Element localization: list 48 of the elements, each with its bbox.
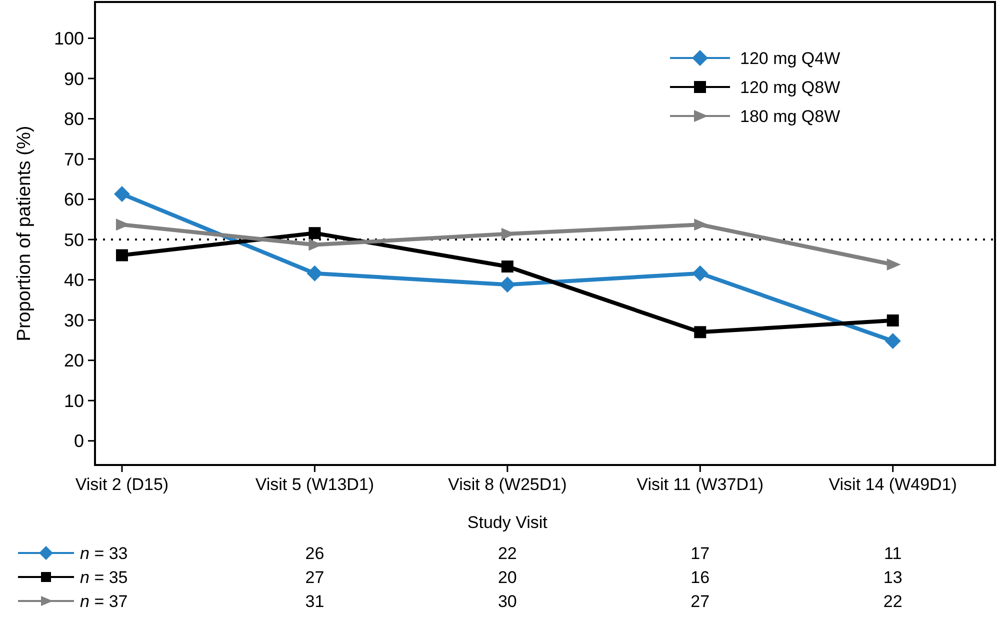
point	[692, 265, 708, 282]
text: 27	[690, 592, 710, 611]
text: n = 33	[80, 544, 128, 563]
x-tick-label: Visit 2 (D15)	[75, 475, 169, 494]
text: 11	[884, 544, 902, 563]
y-tick-label: 40	[64, 270, 84, 290]
point	[499, 276, 516, 293]
point	[308, 227, 321, 240]
text: n = 37	[80, 592, 128, 611]
text: 31	[305, 592, 324, 611]
point	[884, 332, 901, 349]
x-axis-title: Study Visit	[467, 513, 548, 532]
y-tick-label: 60	[64, 190, 84, 210]
text: 22	[498, 544, 517, 563]
legend-label: 120 mg Q8W	[740, 78, 840, 97]
text: 16	[690, 568, 710, 587]
point	[501, 260, 514, 273]
point	[694, 218, 708, 231]
text: 20	[498, 568, 517, 587]
text: n = 35	[80, 568, 128, 587]
point	[886, 314, 899, 326]
y-tick-label: 50	[64, 230, 84, 250]
y-tick-label: 10	[64, 390, 84, 411]
x-tick-label: Visit 14 (W49D1)	[828, 475, 957, 494]
text: 27	[305, 568, 324, 587]
x-tick-label: Visit 11 (W37D1)	[636, 475, 764, 494]
point	[116, 249, 128, 262]
y-tick-label: 100	[54, 28, 84, 49]
y-axis-title: Proportion of patients (%)	[14, 126, 35, 342]
x-tick-label: Visit 5 (W13D1)	[255, 475, 374, 494]
y-tick-label: 20	[64, 350, 84, 371]
legend-label: 120 mg Q4W	[740, 48, 840, 68]
point	[694, 326, 706, 338]
point	[886, 258, 901, 270]
y-tick-label: 70	[64, 149, 84, 170]
text: 17	[690, 544, 710, 563]
legend-label: 180 mg Q8W	[740, 106, 840, 126]
y-tick-label: 30	[64, 310, 84, 330]
text: 22	[883, 592, 902, 611]
x-tick-label: Visit 8 (W25D1)	[448, 475, 567, 494]
y-tick-label: 80	[64, 109, 84, 130]
text: 26	[305, 544, 324, 563]
point	[306, 265, 323, 282]
text: 13	[883, 568, 902, 587]
text: 30	[498, 592, 517, 611]
point	[114, 186, 130, 202]
y-tick-label: 0	[74, 431, 84, 452]
y-tick-label: 90	[64, 68, 84, 89]
